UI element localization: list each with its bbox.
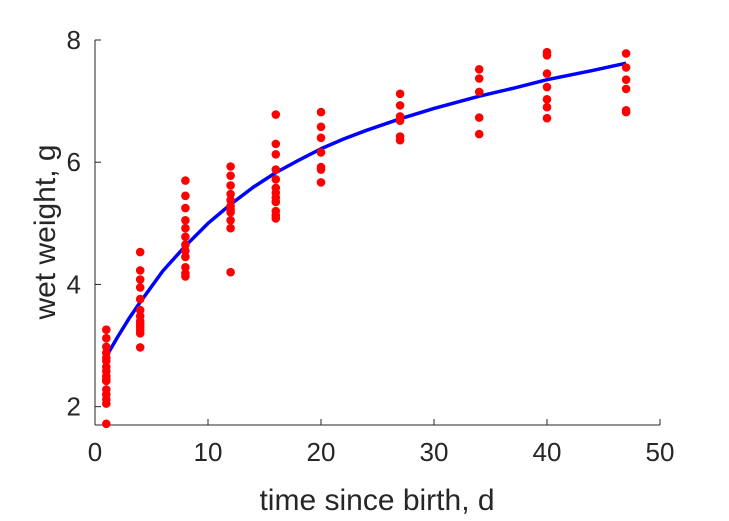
data-point	[474, 113, 484, 122]
data-point	[474, 65, 484, 74]
data-point	[271, 139, 281, 149]
data-point	[226, 208, 235, 217]
data-point	[316, 165, 326, 174]
x-tick-label: 30	[420, 437, 449, 467]
data-point	[542, 50, 552, 60]
data-point	[542, 82, 552, 92]
data-point	[181, 203, 190, 213]
data-point	[135, 275, 145, 284]
data-point	[621, 84, 631, 94]
data-point	[181, 232, 190, 242]
data-point	[102, 342, 111, 352]
data-point	[102, 376, 111, 386]
data-point	[102, 333, 111, 343]
data-point	[316, 107, 326, 117]
data-point	[271, 110, 281, 119]
y-tick-label: 4	[67, 269, 81, 299]
data-point	[316, 148, 326, 157]
data-point	[474, 74, 484, 83]
data-point	[226, 195, 235, 205]
data-point	[181, 215, 190, 225]
x-tick-label: 10	[194, 437, 223, 467]
data-point	[181, 252, 190, 262]
data-point	[271, 149, 281, 159]
data-point	[271, 165, 281, 174]
data-point	[181, 246, 190, 256]
data-point	[181, 176, 190, 185]
data-point	[621, 107, 631, 117]
data-point	[102, 399, 111, 408]
data-point	[542, 94, 552, 104]
data-point	[226, 267, 235, 277]
data-point	[181, 191, 190, 201]
data-point	[542, 102, 552, 112]
data-point	[226, 181, 235, 190]
data-point	[271, 175, 281, 184]
y-tick-label: 2	[67, 392, 81, 422]
y-tick-label: 8	[67, 25, 81, 55]
data-point	[226, 189, 235, 199]
data-point	[271, 214, 281, 223]
x-tick-label: 20	[307, 437, 336, 467]
data-point	[135, 283, 145, 292]
fit-curve	[104, 61, 627, 358]
data-point	[226, 171, 235, 180]
data-point	[135, 305, 145, 315]
data-point	[226, 162, 235, 171]
data-point	[181, 240, 190, 250]
data-point	[542, 69, 552, 78]
data-point	[474, 129, 484, 139]
data-point	[181, 272, 190, 281]
data-point	[181, 223, 190, 233]
data-point	[102, 419, 111, 429]
data-point	[316, 122, 326, 132]
data-point	[226, 223, 235, 233]
data-point	[226, 215, 235, 225]
data-point	[621, 75, 631, 85]
data-point	[395, 101, 405, 110]
data-point	[135, 343, 145, 352]
data-point	[395, 135, 405, 145]
data-point	[395, 116, 405, 125]
x-tick-label: 0	[88, 437, 102, 467]
data-points-layer	[102, 47, 631, 429]
y-axis-label: wet weight, g	[29, 144, 62, 320]
data-point	[395, 89, 405, 99]
x-tick-label: 50	[646, 437, 675, 467]
data-point	[621, 49, 631, 58]
data-point	[316, 178, 326, 187]
data-point	[135, 294, 145, 304]
axes: 0 10 20 30 40 50 2 4 6 8	[67, 25, 675, 467]
data-point	[316, 133, 326, 143]
x-tick-label: 40	[533, 437, 562, 467]
data-point	[102, 325, 111, 334]
data-point	[135, 266, 145, 275]
data-point	[135, 247, 145, 257]
fit-curve-layer	[104, 61, 627, 358]
data-point	[474, 87, 484, 97]
y-tick-label: 6	[67, 147, 81, 177]
data-point	[135, 329, 145, 338]
data-point	[102, 356, 111, 366]
data-point	[181, 263, 190, 272]
data-point	[271, 197, 281, 207]
x-axis-label: time since birth, d	[259, 484, 494, 517]
data-point	[621, 63, 631, 72]
data-point	[542, 113, 552, 123]
